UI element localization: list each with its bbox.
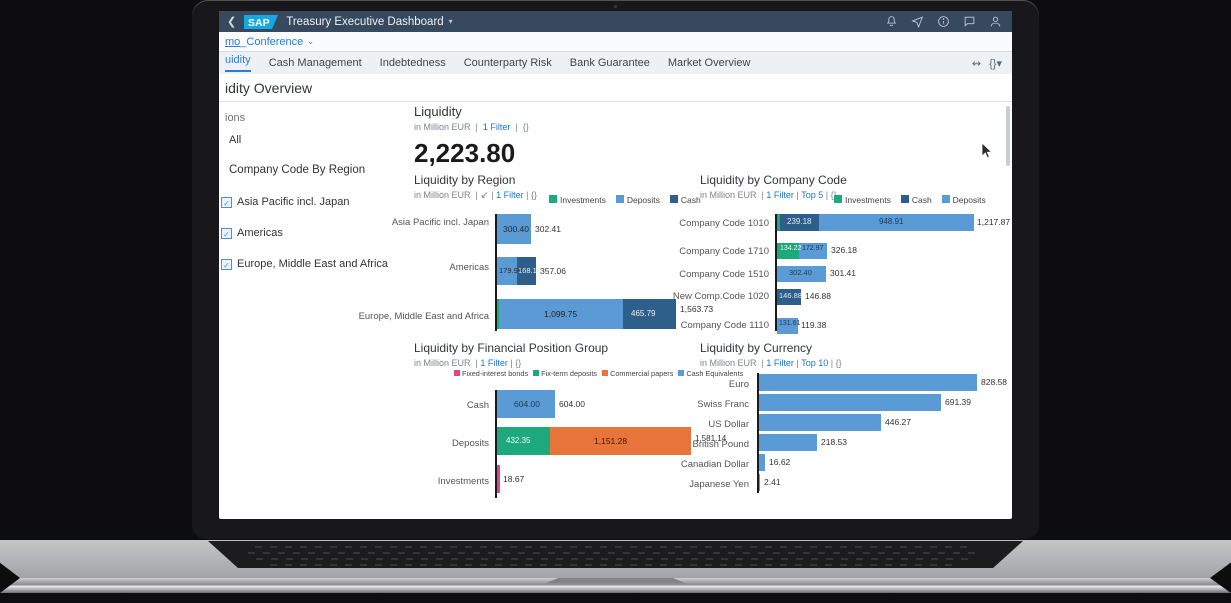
svg-text:SAP: SAP	[248, 17, 270, 29]
